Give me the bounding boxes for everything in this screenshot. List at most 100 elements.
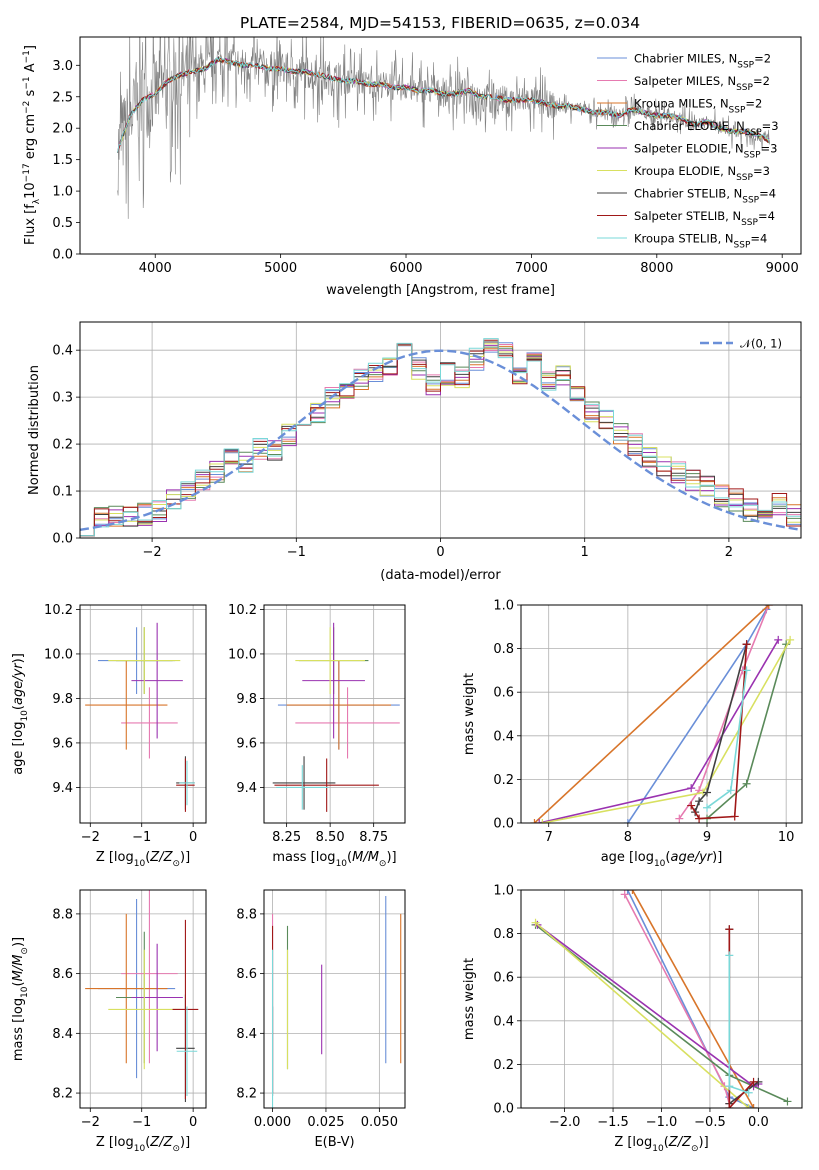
legend-label: Salpeter MILES, NSSP=2 <box>634 74 770 93</box>
y-axis-label: Flux [fλ10−17 erg cm−2 s−1 A−1] <box>22 45 42 245</box>
weight-line <box>728 955 749 1094</box>
y-tick-label: 9.6 <box>52 736 73 751</box>
x-tick-label: 0 <box>436 545 444 560</box>
weight-line <box>631 890 755 1108</box>
y-tick-label: 8.6 <box>236 967 257 982</box>
x-tick-label: 0.0 <box>748 1115 769 1130</box>
observed-spectrum-line <box>117 37 770 219</box>
y-tick-label: 2.0 <box>52 122 73 137</box>
x-tick-label: 10 <box>778 830 795 845</box>
weight-line <box>542 639 791 823</box>
x-tick-label: −1 <box>287 545 306 560</box>
x-tick-label: 0.000 <box>254 1115 291 1130</box>
weight-marker <box>687 801 696 810</box>
y-tick-label: 0.6 <box>493 686 514 701</box>
weight-marker <box>725 1082 734 1091</box>
weight-marker <box>535 819 544 823</box>
x-tick-label: −1 <box>132 830 151 845</box>
y-tick-label: 0.1 <box>52 485 73 500</box>
y-tick-label: 9.4 <box>236 781 257 796</box>
y-tick-label: 0.4 <box>52 344 73 359</box>
weight-marker <box>695 814 704 823</box>
y-tick-label: 8.4 <box>52 1027 73 1042</box>
y-axis-label: age [log10(age/yr)] <box>11 653 30 775</box>
x-tick-label: −2 <box>81 830 100 845</box>
weight-marker <box>628 890 637 894</box>
axes-frame <box>79 604 207 824</box>
legend-label: Kroupa ELODIE, NSSP=3 <box>634 164 770 183</box>
x-axis-label: age [log10(age/yr)] <box>601 850 723 869</box>
weight-marker <box>623 819 632 823</box>
x-tick-label: 8.50 <box>316 830 345 845</box>
x-tick-label: 0 <box>189 830 197 845</box>
x-tick-label: −1.0 <box>646 1115 678 1130</box>
x-axis-label: Z [log10(Z/Z⊙)] <box>96 1135 190 1154</box>
axes-frame <box>79 321 802 539</box>
panel-spectrum: 4000 5000 6000 7000 8000 9000 0.0 0.5 1.0 1.5 2.0 2… <box>22 36 802 298</box>
axes-frame <box>520 604 803 824</box>
panel-weight_vs_Z: −2.0 −1.5 −1.0 −0.5 0.0 0.0 0.2 0.4 0.6 0.8 1.0 Z [… <box>462 884 803 1154</box>
x-tick-label: 8 <box>624 830 632 845</box>
weight-marker <box>783 1097 792 1106</box>
x-tick-label: 1 <box>581 545 589 560</box>
weight-marker <box>725 1104 734 1108</box>
weight-marker <box>530 819 539 823</box>
weight-marker <box>703 788 712 797</box>
y-tick-label: 8.6 <box>52 967 73 982</box>
x-tick-label: −1.5 <box>597 1115 629 1130</box>
weight-line <box>537 924 759 1088</box>
model-spectrum-line <box>117 56 770 153</box>
weight-marker <box>725 951 734 960</box>
weight-marker <box>774 635 783 644</box>
x-tick-label: −2 <box>143 545 162 560</box>
y-tick-label: 0.2 <box>52 438 73 453</box>
weight-marker <box>623 890 632 894</box>
x-tick-label: 8000 <box>640 261 673 276</box>
weight-marker <box>744 1088 753 1097</box>
x-tick-label: 7000 <box>515 261 548 276</box>
weight-line <box>533 605 770 823</box>
y-tick-label: 0.0 <box>52 532 73 547</box>
y-tick-label: 3.0 <box>52 59 73 74</box>
y-tick-label: 0.8 <box>493 927 514 942</box>
panel-weight_vs_age: 7 8 9 10 0.0 0.2 0.4 0.6 0.8 1.0 age [log10(age/yr… <box>462 599 803 869</box>
x-tick-label: 8.25 <box>272 830 301 845</box>
axes-frame <box>263 889 406 1109</box>
x-tick-label: 9000 <box>766 261 799 276</box>
x-tick-label: 0.025 <box>307 1115 344 1130</box>
axes-frame <box>520 889 803 1109</box>
weight-line <box>694 643 748 813</box>
weight-marker <box>744 1104 753 1108</box>
legend-label: Chabrier STELIB, NSSP=4 <box>634 187 776 206</box>
panel-age_vs_mass: 8.25 8.50 8.75 9.4 9.6 9.8 10.0 10.2 mass [log10… <box>228 603 406 869</box>
weight-marker <box>730 812 739 821</box>
weight-marker <box>749 1104 758 1108</box>
x-tick-label: 2 <box>725 545 733 560</box>
x-tick-label: 0.050 <box>361 1115 398 1130</box>
y-tick-label: 0.0 <box>493 817 514 832</box>
y-tick-label: 0.2 <box>493 1058 514 1073</box>
y-tick-label: 9.8 <box>236 692 257 707</box>
plot-area-weight_vs_age <box>530 605 795 823</box>
x-tick-label: 8.75 <box>359 830 388 845</box>
weight-marker <box>703 803 712 812</box>
axes-frame <box>79 889 207 1109</box>
weight-marker <box>675 814 684 823</box>
panel-mass_vs_ebv: 0.000 0.025 0.050 8.2 8.4 8.6 8.8 E(B-V) <box>236 889 406 1150</box>
panel-residuals: −2 −1 0 1 2 0.0 0.1 0.2 0.3 0.4 𝒩(0, 1) (data-model… <box>27 321 802 583</box>
legend-label: Kroupa MILES, NSSP=2 <box>634 97 762 116</box>
x-axis-label: mass [log10(M/M⊙)] <box>272 850 396 869</box>
x-tick-label: −2.0 <box>549 1115 581 1130</box>
y-tick-label: 9.8 <box>52 692 73 707</box>
plot-area-weight_vs_Z <box>531 890 792 1108</box>
y-tick-label: 0.4 <box>493 729 514 744</box>
weight-line <box>690 644 748 820</box>
plot-area-spectrum <box>117 37 770 219</box>
y-tick-label: 0.0 <box>493 1102 514 1117</box>
x-axis-label: E(B-V) <box>314 1135 354 1150</box>
x-tick-label: 0 <box>189 1115 197 1130</box>
plot-area-mass_vs_ebv <box>271 895 402 1108</box>
x-axis-label: wavelength [Angstrom, rest frame] <box>326 283 555 298</box>
y-tick-label: 8.2 <box>236 1087 257 1102</box>
